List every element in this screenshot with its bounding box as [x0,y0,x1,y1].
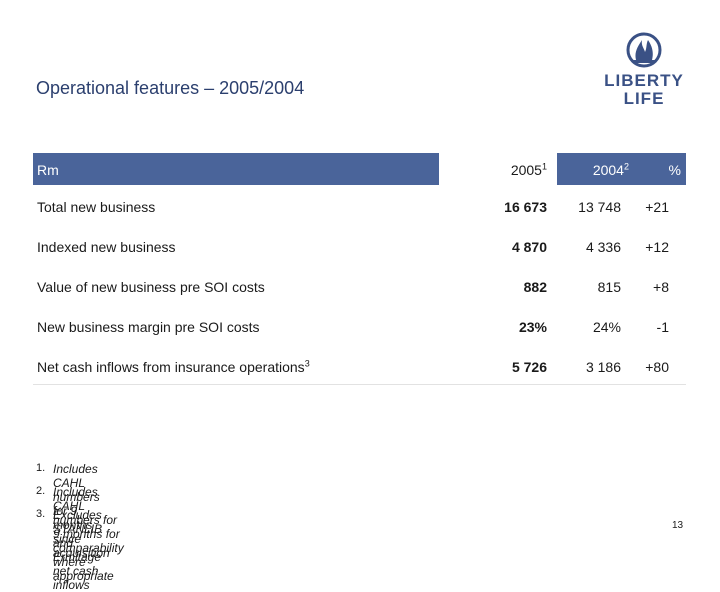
flame-shield-icon [626,32,662,68]
header-label: Rm [37,162,59,178]
header-percent: % [668,162,681,178]
row-value-2004: 815 [597,279,621,295]
header-2005: 20051 [439,153,557,185]
row-label-footnote: 3 [304,358,310,369]
table-row: Indexed new business 4 870 4 336 +12 [33,225,686,265]
header-2004-text: 2004 [592,162,624,178]
table-row: New business margin pre SOI costs 23% 24… [33,305,686,345]
row-label: Indexed new business [37,239,176,255]
row-label-text: Net cash inflows from insurance operatio… [37,359,305,375]
row-label: Value of new business pre SOI costs [37,279,265,295]
logo-line-1: LIBERTY [604,71,684,90]
row-value-percent: +21 [645,199,669,215]
header-2004: 20042 [557,162,629,178]
logo-wordmark: LIBERTY LIFE [604,72,684,108]
row-value-2004: 4 336 [585,239,621,255]
row-value-percent: +80 [645,359,669,375]
page-number: 13 [672,520,684,531]
footnote-number: 1. [36,462,46,474]
row-value-percent: +8 [653,279,669,295]
row-value-percent: +12 [645,239,669,255]
header-2005-footnote: 1 [541,161,547,172]
header-2005-text: 2005 [510,162,542,178]
logo-line-2: LIFE [623,89,665,108]
table-header: Rm 20051 20042 % [33,153,686,185]
row-value-2005: 5 726 [511,359,547,375]
row-value-2005: 882 [523,279,547,295]
row-value-2005: 4 870 [511,239,547,255]
footnote-text: Excludes STANLIB and Ermitage net cash i… [53,508,103,592]
table-row: Net cash inflows from insurance operatio… [33,345,686,385]
row-value-2004: 3 186 [585,359,621,375]
row-value-2005: 16 673 [504,199,547,215]
row-value-2004: 24% [592,319,621,335]
footnote-number: 2. [36,485,46,497]
row-value-percent: -1 [656,319,669,335]
row-label: Net cash inflows from insurance operatio… [37,359,310,375]
table-row: Total new business 16 673 13 748 +21 [33,185,686,225]
row-value-2005: 23% [518,319,547,335]
header-2004-footnote: 2 [623,161,629,172]
table-bottom-rule [33,384,686,385]
footnote-number: 3. [36,508,46,520]
operational-features-table: Rm 20051 20042 % Total new business 16 6… [33,153,686,385]
page-title: Operational features – 2005/2004 [36,78,305,98]
row-label: Total new business [37,199,156,215]
row-value-2004: 13 748 [578,199,621,215]
row-label: New business margin pre SOI costs [37,319,260,335]
table-row: Value of new business pre SOI costs 882 … [33,265,686,305]
